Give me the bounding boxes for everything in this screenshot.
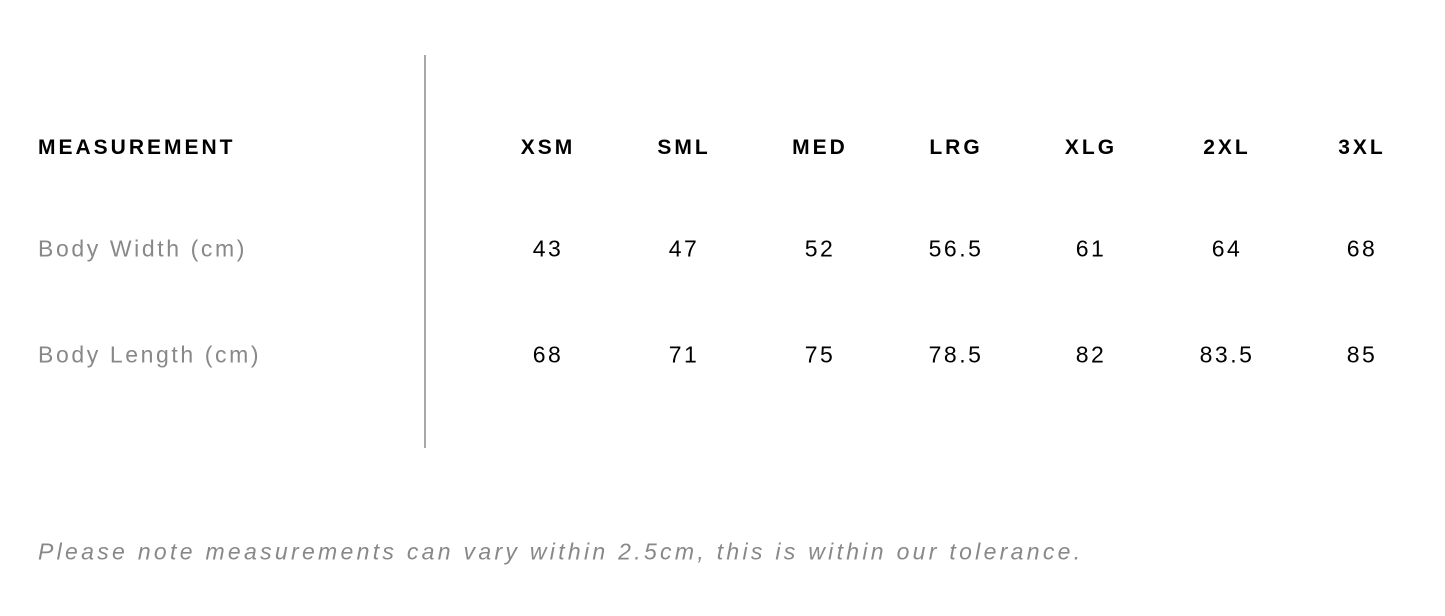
table-cell: 68: [1346, 235, 1378, 262]
size-header-xlg: XLG: [1064, 136, 1118, 159]
table-cell: 68: [532, 341, 564, 368]
row-label-body-width: Body Width (cm): [38, 235, 247, 262]
tolerance-note: Please note measurements can vary within…: [38, 538, 1084, 565]
size-header-3xl: 3XL: [1338, 136, 1386, 159]
table-cell: 56.5: [928, 235, 984, 262]
row-label-body-length: Body Length (cm): [38, 341, 262, 368]
measurement-header: MEASUREMENT: [38, 136, 236, 159]
table-cell: 52: [804, 235, 836, 262]
size-header-med: MED: [792, 136, 848, 159]
table-cell: 82: [1075, 341, 1107, 368]
table-cell: 43: [532, 235, 564, 262]
table-cell: 75: [804, 341, 836, 368]
column-divider: [424, 55, 426, 448]
table-cell: 64: [1211, 235, 1243, 262]
table-cell: 47: [668, 235, 700, 262]
size-header-lrg: LRG: [929, 136, 983, 159]
table-cell: 78.5: [928, 341, 984, 368]
size-header-sml: SML: [657, 136, 711, 159]
size-header-2xl: 2XL: [1203, 136, 1251, 159]
size-header-xsm: XSM: [520, 136, 576, 159]
table-cell: 85: [1346, 341, 1378, 368]
table-cell: 83.5: [1199, 341, 1255, 368]
table-cell: 61: [1075, 235, 1107, 262]
table-cell: 71: [668, 341, 700, 368]
